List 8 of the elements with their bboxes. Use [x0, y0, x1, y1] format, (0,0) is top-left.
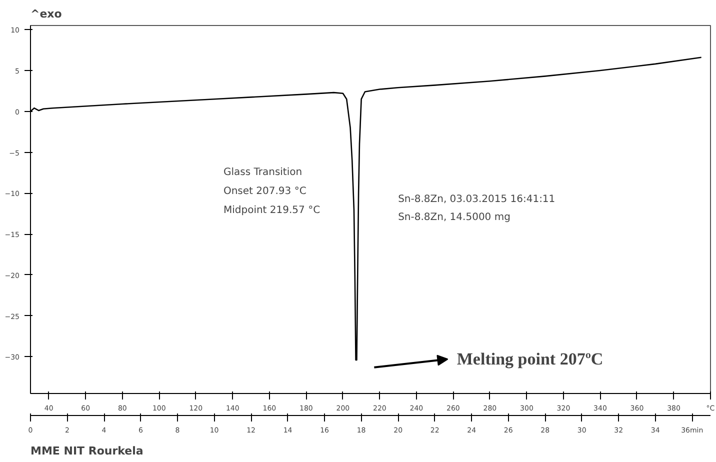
annotation: Sn-8.8Zn, 03.03.2015 16:41:11 [398, 194, 556, 206]
annotation: Sn-8.8Zn, 14.5000 mg [398, 212, 510, 224]
annotation: Onset 207.93 °C [223, 186, 306, 198]
annotation: Midpoint 219.57 °C [223, 204, 320, 216]
annotation: Melting point 207ºC [456, 350, 604, 369]
annotation: Glass Transition [223, 167, 302, 178]
y-axis-title: ^exo [30, 8, 62, 20]
text: MME NIT Rourkela [30, 444, 144, 458]
